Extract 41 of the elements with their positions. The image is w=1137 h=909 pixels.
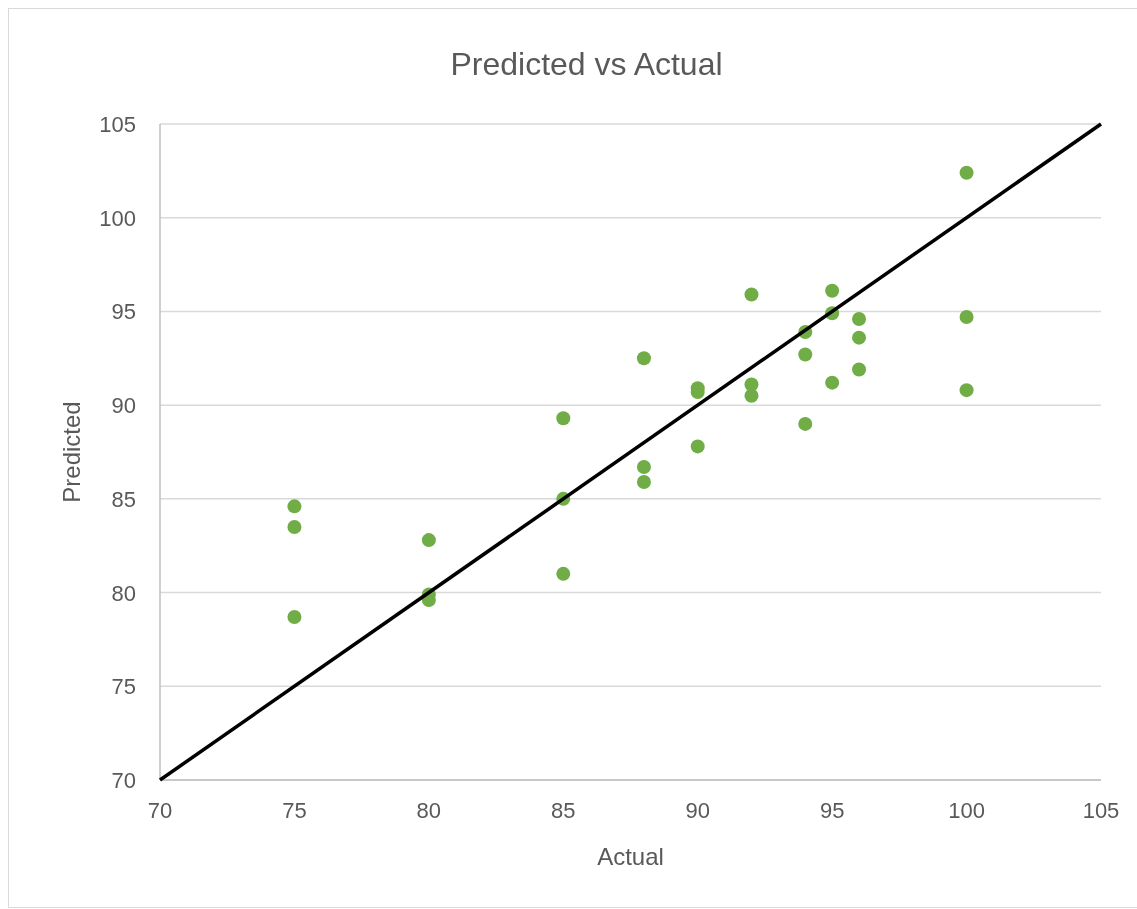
point bbox=[798, 416, 813, 431]
x-tick-label: 75 bbox=[282, 798, 307, 823]
point bbox=[636, 459, 651, 474]
x-tick-label: 100 bbox=[948, 798, 985, 823]
point bbox=[690, 439, 705, 454]
point bbox=[852, 311, 867, 326]
point bbox=[744, 388, 759, 403]
x-tick-label: 95 bbox=[819, 798, 845, 823]
point bbox=[636, 351, 651, 366]
x-axis-title: Actual bbox=[597, 843, 664, 870]
point bbox=[852, 362, 867, 377]
y-tick-label: 70 bbox=[111, 768, 136, 793]
point bbox=[959, 165, 974, 180]
point bbox=[636, 474, 651, 489]
y-tick-label: 85 bbox=[111, 486, 136, 512]
point bbox=[287, 519, 302, 534]
y-tick-label: 75 bbox=[111, 674, 136, 700]
point bbox=[825, 283, 840, 298]
point bbox=[959, 383, 974, 398]
y-tick-label: 80 bbox=[111, 580, 136, 606]
point bbox=[287, 609, 302, 624]
x-tick-label: 90 bbox=[685, 798, 710, 823]
point bbox=[959, 310, 974, 325]
point bbox=[556, 566, 571, 581]
x-tick-label: 70 bbox=[147, 798, 173, 823]
x-tick-label: 105 bbox=[1082, 798, 1120, 823]
x-tick-label: 80 bbox=[416, 798, 442, 823]
y-tick-label: 105 bbox=[99, 112, 136, 137]
x-tick-label: 85 bbox=[551, 798, 576, 823]
y-tick-label: 95 bbox=[111, 299, 136, 325]
point bbox=[744, 287, 759, 302]
y-tick-label: 90 bbox=[111, 393, 136, 419]
chart-title: Predicted vs Actual bbox=[450, 46, 723, 82]
y-axis-title: Predicted bbox=[58, 401, 85, 503]
point bbox=[825, 375, 840, 390]
point bbox=[852, 330, 867, 345]
point bbox=[556, 411, 571, 426]
y-tick-label: 100 bbox=[99, 205, 136, 231]
point bbox=[287, 499, 302, 514]
point bbox=[798, 347, 813, 362]
point bbox=[421, 533, 436, 548]
